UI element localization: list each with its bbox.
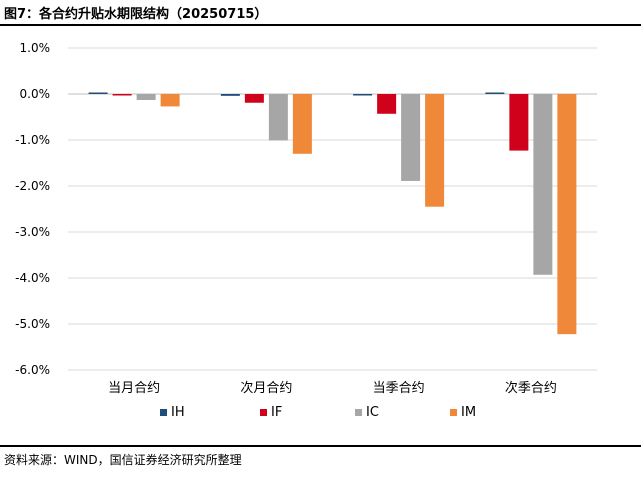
y-tick-label: -6.0% [15, 363, 50, 377]
bar-IM [557, 94, 577, 335]
chart-title: 图7：各合约升贴水期限结构（20250715） [4, 7, 268, 22]
legend-swatch-IM [450, 409, 457, 416]
legend-swatch-IC [355, 409, 362, 416]
legend-swatch-IF [260, 409, 267, 416]
y-tick-label: -2.0% [15, 179, 50, 193]
y-tick-label: -4.0% [15, 271, 50, 285]
category-labels: 当月合约 次月合约 当季合约 次季合约 [108, 380, 557, 396]
bar-IM [292, 94, 312, 154]
y-tick-label: -5.0% [15, 317, 50, 331]
y-tick-label: 0.0% [20, 87, 51, 101]
category-label: 当月合约 [108, 381, 160, 396]
legend: IH IF IC IM [160, 405, 476, 420]
bar-IC [533, 94, 553, 275]
legend-label: IC [366, 405, 379, 420]
category-label: 次月合约 [240, 380, 292, 396]
bars [88, 92, 577, 335]
y-tick-label: -3.0% [15, 225, 50, 239]
bar-IH [353, 94, 373, 96]
source-note: 资料来源：WIND，国信证券经济研究所整理 [4, 453, 242, 467]
gridlines [68, 47, 597, 371]
y-axis-ticks: 1.0% 0.0% -1.0% -2.0% -3.0% -4.0% -5.0% -6.0% [15, 41, 50, 377]
bar-IF [377, 94, 397, 114]
bar-IF [244, 94, 264, 103]
legend-label: IM [461, 405, 476, 420]
legend-label: IF [271, 405, 282, 420]
bar-IC [268, 94, 288, 141]
bar-IC [401, 94, 421, 181]
legend-label: IH [171, 405, 185, 420]
bottom-rule [0, 445, 641, 447]
bar-IM [425, 94, 445, 207]
category-label: 次季合约 [505, 380, 557, 396]
bar-IC [136, 94, 156, 100]
legend-swatch-IH [160, 409, 167, 416]
bar-IF [112, 94, 132, 96]
y-tick-label: -1.0% [15, 133, 50, 147]
bar-IM [160, 94, 180, 107]
bar-chart: 1.0% 0.0% -1.0% -2.0% -3.0% -4.0% -5.0% -6.0% 当… [15, 41, 597, 420]
bar-IH [485, 92, 505, 94]
y-tick-label: 1.0% [20, 41, 51, 55]
bar-IH [88, 92, 108, 94]
bar-IF [509, 94, 529, 151]
category-label: 当季合约 [373, 381, 425, 396]
bar-IH [220, 94, 240, 96]
top-rule [0, 24, 641, 26]
